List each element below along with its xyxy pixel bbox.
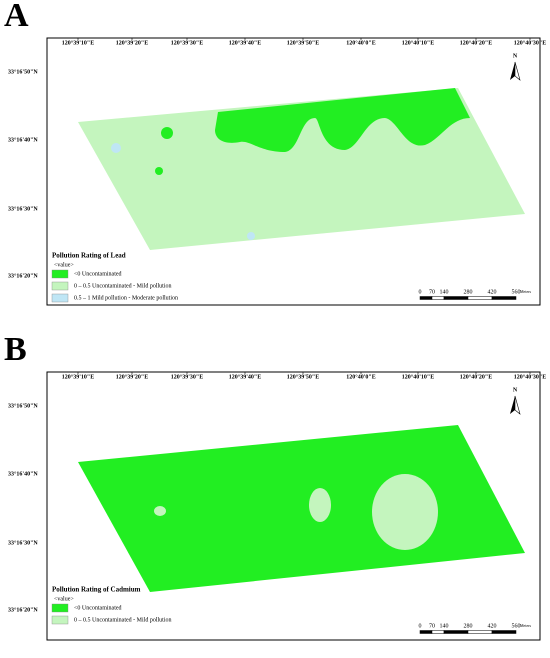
x-coord-label: 120°40'20"E: [460, 39, 492, 46]
zone: [309, 488, 331, 522]
area: [78, 425, 525, 592]
y-coord-label: 33°16'20"N: [8, 606, 38, 613]
y-coord-label: 33°16'50"N: [8, 402, 38, 409]
scale-label: 420: [488, 623, 497, 629]
zone: [161, 127, 173, 139]
x-coord-label: 120°40'30"E: [514, 373, 546, 380]
panel-a-map: [46, 37, 541, 306]
panel-b-map: [46, 371, 541, 641]
north-arrow: [510, 396, 515, 414]
scale-segment: [419, 296, 433, 300]
scale-label: 70: [429, 623, 435, 629]
x-coord-label: 120°39'30"E: [171, 39, 203, 46]
scale-segment: [443, 296, 469, 300]
scale-label: 140: [440, 623, 449, 629]
north-arrow: [514, 395, 521, 415]
x-coord-label: 120°39'50"E: [287, 39, 319, 46]
legend-swatch: [51, 281, 69, 291]
panel-label: A: [4, 0, 29, 34]
zone: [372, 474, 438, 550]
scale-segment: [431, 630, 445, 634]
legend-swatch: [51, 615, 69, 625]
legend-item: 0 – 0.5 Uncontaminated - Mild pollution: [74, 283, 172, 289]
zone: [155, 167, 163, 175]
scale-label: 560: [512, 623, 521, 629]
x-coord-label: 120°39'20"E: [116, 39, 148, 46]
legend-swatch: [51, 269, 69, 279]
scale-segment: [467, 296, 493, 300]
scale-label: 140: [440, 289, 449, 295]
y-coord-label: 33°16'50"N: [8, 68, 38, 75]
legend-subtitle: <value>: [54, 262, 74, 268]
scale-label: 560: [512, 289, 521, 295]
zone: [154, 506, 166, 516]
x-coord-label: 120°39'20"E: [116, 373, 148, 380]
legend-item: 0.5 – 1 Mild pollution - Moderate pollut…: [74, 295, 178, 301]
zone: [111, 143, 121, 153]
x-coord-label: 120°39'10"E: [62, 39, 94, 46]
panel-label: B: [4, 331, 27, 368]
scale-label: 0: [419, 289, 422, 295]
north-arrow: [514, 61, 521, 81]
y-coord-label: 33°16'40"N: [8, 470, 38, 477]
x-coord-label: 120°40'0"E: [346, 39, 375, 46]
legend-subtitle: <value>: [54, 596, 74, 602]
legend-item: 0 – 0.5 Uncontaminated - Mild pollution: [74, 617, 172, 623]
scale-segment: [491, 296, 517, 300]
scale-unit: Meters: [520, 289, 532, 294]
scale-segment: [467, 630, 493, 634]
x-coord-label: 120°40'10"E: [402, 373, 434, 380]
x-coord-label: 120°39'30"E: [171, 373, 203, 380]
legend-title: Pollution Rating of Lead: [52, 252, 126, 260]
x-coord-label: 120°39'40"E: [229, 39, 261, 46]
legend-item: <0 Uncontaminated: [74, 605, 122, 611]
y-coord-label: 33°16'20"N: [8, 272, 38, 279]
legend-swatch: [51, 603, 69, 613]
scale-segment: [491, 630, 517, 634]
x-coord-label: 120°39'10"E: [62, 373, 94, 380]
y-coord-label: 33°16'30"N: [8, 539, 38, 546]
x-coord-label: 120°40'20"E: [460, 373, 492, 380]
y-coord-label: 33°16'30"N: [8, 205, 38, 212]
zone: [247, 232, 255, 240]
scale-segment: [443, 630, 469, 634]
scale-label: 280: [464, 289, 473, 295]
legend-swatch: [51, 293, 69, 303]
scale-label: 280: [464, 623, 473, 629]
zone: [215, 88, 470, 152]
x-coord-label: 120°40'30"E: [514, 39, 546, 46]
x-coord-label: 120°40'0"E: [346, 373, 375, 380]
north-label: N: [513, 387, 518, 393]
legend-item: <0 Uncontaminated: [74, 271, 122, 277]
x-coord-label: 120°39'50"E: [287, 373, 319, 380]
north-arrow: [510, 62, 515, 80]
scale-segment: [431, 296, 445, 300]
legend-title: Pollution Rating of Cadmium: [52, 586, 141, 594]
scale-label: 0: [419, 623, 422, 629]
x-coord-label: 120°39'40"E: [229, 373, 261, 380]
scale-unit: Meters: [520, 623, 532, 628]
x-coord-label: 120°40'10"E: [402, 39, 434, 46]
scale-label: 420: [488, 289, 497, 295]
north-label: N: [513, 53, 518, 59]
scale-label: 70: [429, 289, 435, 295]
y-coord-label: 33°16'40"N: [8, 136, 38, 143]
scale-segment: [419, 630, 433, 634]
